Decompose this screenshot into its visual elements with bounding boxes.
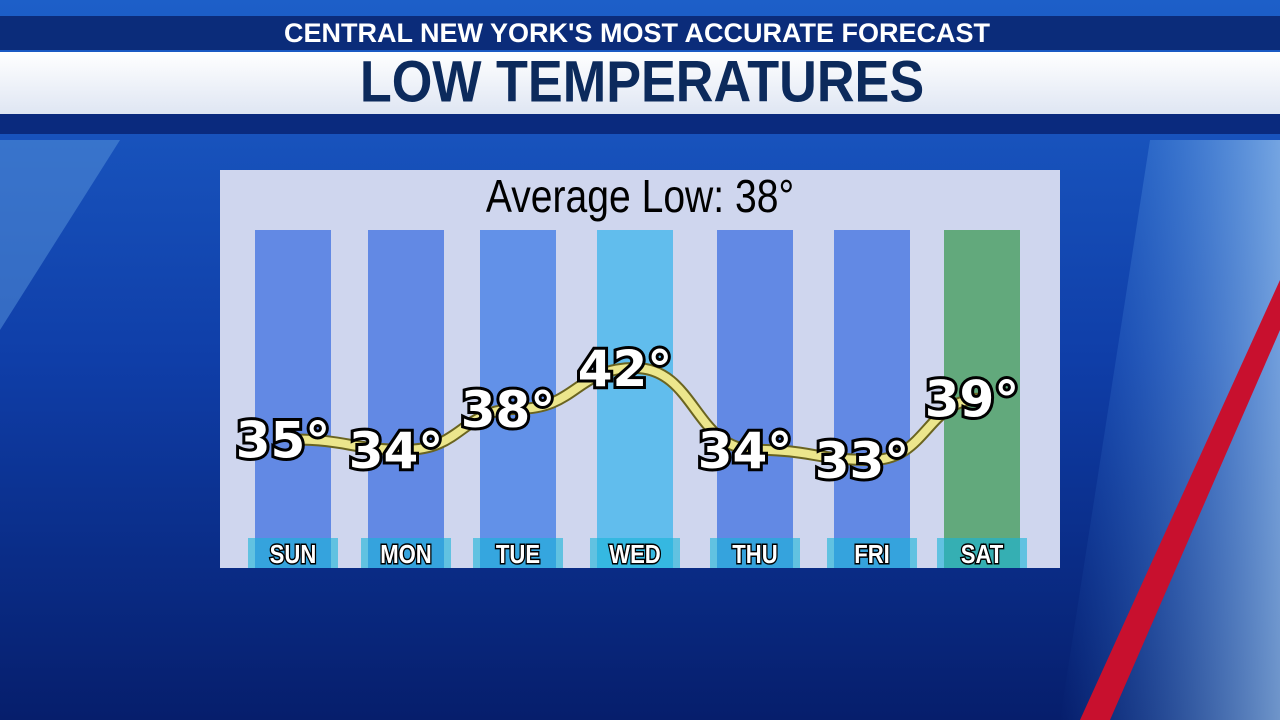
header: CENTRAL NEW YORK'S MOST ACCURATE FORECAS… <box>284 18 990 48</box>
x-tick-label: WED <box>609 540 661 569</box>
header-bar <box>0 16 1280 50</box>
day-label-bg <box>590 538 680 568</box>
day-label-bg <box>710 538 800 568</box>
day-label-bg <box>827 538 917 568</box>
day-column <box>717 230 793 568</box>
x-tick-label: SAT <box>961 540 1004 569</box>
red-stripe <box>1080 280 1280 720</box>
left-panel <box>0 140 120 330</box>
temp-line <box>292 363 983 465</box>
x-tick-label: MON <box>380 540 432 569</box>
value-label: 39° <box>925 371 1020 429</box>
x-tick-label: THU <box>732 540 777 569</box>
x-tick-label: FRI <box>854 540 890 569</box>
value-label: 34° <box>349 422 444 480</box>
title-band <box>0 52 1280 114</box>
day-column <box>368 230 444 568</box>
value-label: 33° <box>815 432 910 490</box>
value-label: 38° <box>461 381 556 439</box>
subtitle: Average Low: 38° <box>486 171 794 223</box>
title-shadow <box>0 114 1280 134</box>
sky-panel <box>1060 140 1280 720</box>
day-label-bg <box>937 538 1027 568</box>
chart-title: LOW TEMPERATURES <box>360 49 924 114</box>
day-label-bg <box>361 538 451 568</box>
day-column <box>255 230 331 568</box>
x-tick-label: SUN <box>270 540 317 569</box>
day-column <box>834 230 910 568</box>
value-label: 42° <box>578 340 673 398</box>
day-column <box>480 230 556 568</box>
x-tick-label: TUE <box>496 540 540 569</box>
day-label-bg <box>248 538 338 568</box>
day-label-bg <box>473 538 563 568</box>
day-column <box>597 230 673 568</box>
value-label: 35° <box>236 412 331 470</box>
value-label: 34° <box>698 422 793 480</box>
